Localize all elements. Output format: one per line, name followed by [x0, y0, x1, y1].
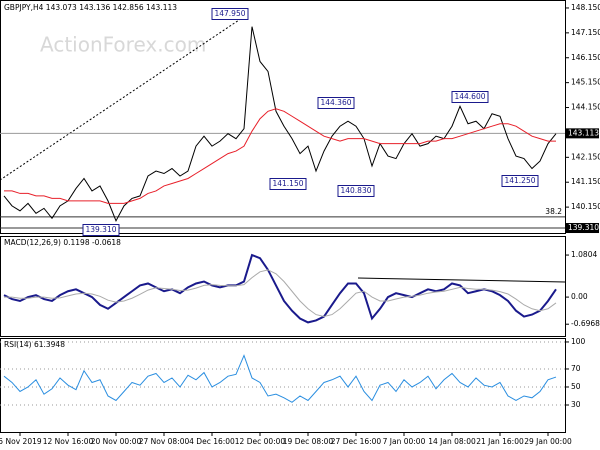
level-label: 38.2	[545, 207, 562, 216]
price-panel	[0, 0, 566, 234]
y-tick-label: 0.00	[571, 292, 588, 301]
annotation-label: 147.950	[214, 9, 245, 18]
annotation-label: 140.830	[340, 186, 371, 195]
price-tag	[566, 128, 599, 139]
y-tick-label: 141.150	[571, 177, 600, 186]
series-line	[4, 269, 557, 318]
x-tick-label: 7 Jan 00:00	[383, 437, 426, 446]
x-tick-label: 4 Dec 16:00	[189, 437, 235, 446]
annotation-box	[211, 8, 249, 20]
x-tick-label: 20 Nov 00:00	[91, 437, 142, 446]
annotation-label: 141.150	[272, 179, 303, 188]
series-line	[3, 26, 557, 222]
y-tick-label: 70	[571, 364, 581, 373]
x-tick-label: 12 Nov 16:00	[43, 437, 94, 446]
price-tag-label: 143.113	[568, 128, 599, 137]
series-line	[3, 354, 557, 403]
annotation-label: 144.360	[320, 98, 351, 107]
x-tick-label: 12 Dec 00:00	[235, 437, 286, 446]
y-tick-label: 30	[571, 400, 581, 409]
y-tick-label: 140.150	[571, 202, 600, 211]
x-tick-label: 29 Jan 00:00	[524, 437, 572, 446]
rsi-title: RSI(14) 61.3948	[4, 340, 65, 349]
x-tick-label: 21 Jan 16:00	[476, 437, 524, 446]
y-tick-label: 144.150	[571, 103, 600, 112]
price-tag-label: 139.310	[568, 223, 599, 232]
series-line	[4, 108, 556, 204]
x-tick-label: 19 Dec 08:00	[283, 437, 334, 446]
y-tick-label: 145.150	[571, 78, 600, 87]
annotation-box	[317, 97, 355, 109]
y-tick-label: 146.150	[571, 53, 600, 62]
y-tick-label: 147.150	[571, 28, 600, 37]
annotation-box	[337, 185, 375, 197]
x-tick-label: 14 Jan 08:00	[428, 437, 476, 446]
x-tick-label: 27 Nov 08:00	[139, 437, 190, 446]
series-line	[3, 253, 557, 324]
y-tick-label: -0.6968	[571, 319, 600, 328]
annotation-label: 141.250	[504, 176, 535, 185]
price-tag	[566, 223, 599, 234]
macd-panel	[0, 236, 566, 337]
y-tick-label: 1.0804	[571, 250, 597, 259]
x-tick-label: 5 Nov 2019	[0, 437, 42, 446]
annotation-box	[82, 224, 120, 236]
x-tick-label: 27 Dec 16:00	[331, 437, 382, 446]
y-tick-label: 100	[571, 337, 586, 346]
macd-trend-line	[357, 277, 566, 283]
y-tick-label: 142.150	[571, 152, 600, 161]
annotation-label: 139.310	[85, 225, 116, 234]
macd-title: MACD(12,26,9) 0.1198 -0.0618	[4, 238, 121, 247]
annotation-box	[501, 175, 539, 187]
y-tick-label: 50	[571, 382, 581, 391]
watermark: ActionForex.com	[40, 33, 206, 57]
price-title: GBPJPY,H4 143.073 143.136 142.856 143.11…	[4, 3, 177, 12]
trend-line	[0, 13, 249, 181]
annotation-box	[269, 178, 307, 190]
rsi-panel	[0, 338, 566, 433]
annotation-label: 144.600	[454, 92, 485, 101]
y-tick-label: 148.150	[571, 3, 600, 12]
annotation-box	[451, 91, 489, 103]
